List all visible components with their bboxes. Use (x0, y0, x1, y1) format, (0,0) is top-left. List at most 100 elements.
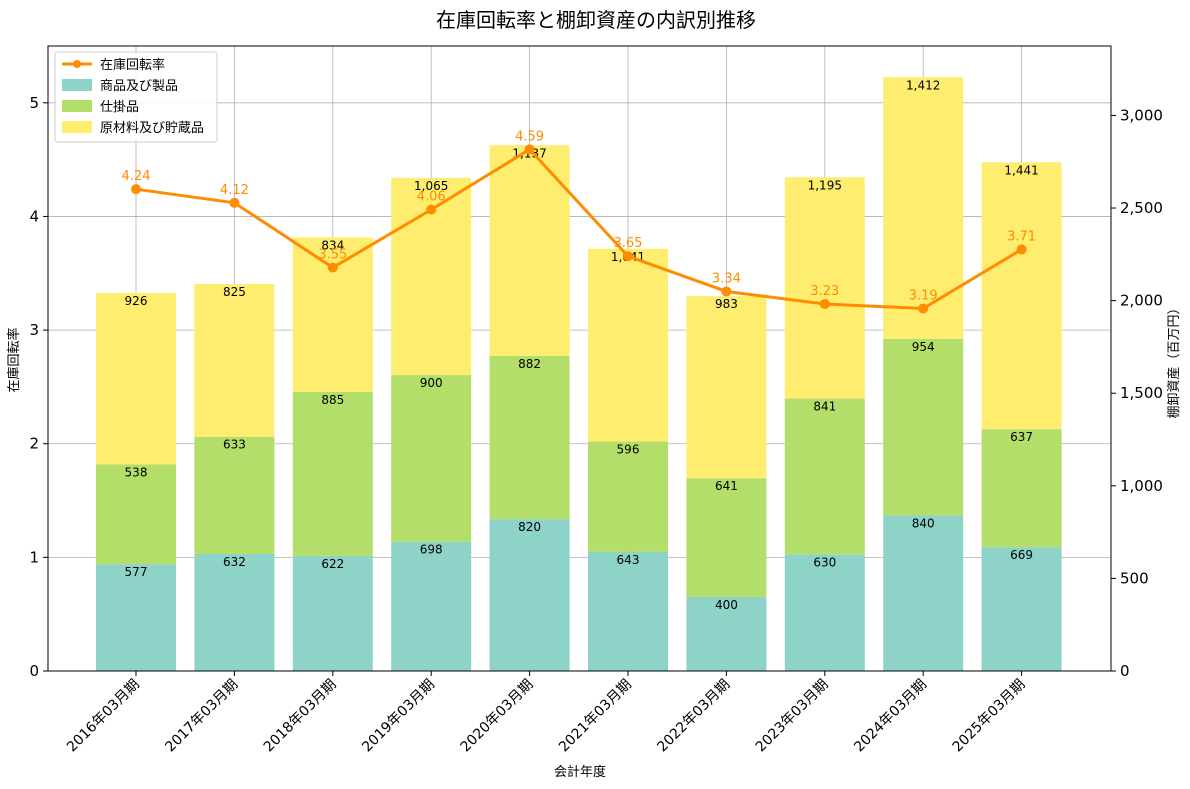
bar-segment (292, 391, 373, 556)
legend-swatch (62, 121, 92, 133)
turnover-value-label: 3.19 (909, 289, 938, 304)
y-right-tick-label: 2,000 (1120, 292, 1163, 310)
bar-labels: 577 538 926 632 633 825 622 885 834 698 900 1,065 82… (125, 78, 1039, 612)
legend-swatch (62, 79, 92, 91)
bar-segment (784, 177, 865, 399)
bar-value-label: 622 (321, 557, 344, 571)
x-tick-label: 2018年03月期 (261, 677, 340, 756)
turnover-point (327, 262, 338, 273)
x-tick-label: 2024年03月期 (851, 677, 930, 756)
y-axis-right-label: 棚卸資産（百万円） (1166, 301, 1182, 418)
turnover-point (131, 184, 141, 195)
turnover-value-label: 3.23 (810, 284, 839, 299)
bar-value-label: 825 (223, 285, 246, 299)
bar-value-label: 841 (813, 400, 836, 414)
turnover-value-label: 3.71 (1007, 229, 1036, 244)
bar-value-label: 630 (813, 555, 836, 569)
x-tick-label: 2023年03月期 (753, 677, 832, 756)
turnover-line-path (135, 147, 1023, 310)
x-tick-label: 2017年03月期 (162, 677, 241, 756)
bar-segment (784, 554, 865, 671)
bar-segment (489, 145, 570, 356)
y-left-tick-label: 3 (29, 321, 39, 339)
bar-value-label: 954 (912, 340, 935, 354)
bar-segment (588, 441, 668, 552)
legend-label: 仕掛品 (100, 100, 139, 115)
bar-segment (686, 478, 767, 597)
legend-line-marker (73, 60, 81, 68)
turnover-value-label: 4.24 (122, 169, 151, 184)
plot-frame (47, 45, 1112, 672)
y-right-tick-label: 500 (1120, 569, 1149, 587)
x-tick-label: 2016年03月期 (64, 677, 143, 756)
bar-value-label: 882 (518, 357, 541, 371)
bar-value-label: 641 (715, 479, 738, 493)
bar-segment (96, 564, 176, 671)
bar-segment (981, 162, 1062, 430)
bar-segment (588, 248, 668, 442)
turnover-point (1016, 244, 1027, 255)
turnover-value-label: 4.06 (417, 190, 446, 205)
y-left-tick-label: 5 (29, 94, 39, 112)
bar-segment (194, 436, 275, 554)
bar-segment (292, 555, 373, 671)
turnover-point (918, 303, 929, 314)
bar-segment (686, 596, 767, 671)
x-tick-label: 2022年03月期 (654, 677, 733, 756)
turnover-point (229, 197, 240, 208)
y-right-tick-label: 3,000 (1120, 106, 1163, 124)
chart-title: 在庫回転率と棚卸資産の内訳別推移 (436, 8, 756, 32)
bar-value-label: 698 (420, 543, 443, 557)
bar-segment (391, 375, 472, 542)
bar-segment (588, 551, 668, 671)
legend-box (54, 51, 218, 143)
bar-value-label: 637 (1010, 430, 1033, 444)
y-left-tick-label: 1 (29, 548, 39, 566)
x-tick-label: 2019年03月期 (359, 677, 438, 756)
bar-segment (686, 296, 767, 479)
bar-segment (489, 355, 570, 520)
bar-segment (883, 515, 964, 671)
y-right-tick-label: 2,500 (1120, 199, 1163, 217)
bar-value-label: 900 (420, 376, 443, 390)
bar-value-label: 1,412 (906, 78, 940, 92)
bar-value-label: 400 (715, 598, 738, 612)
turnover-point (721, 286, 732, 297)
y-right-tick-label: 1,500 (1120, 384, 1163, 402)
bar-value-label: 1,441 (1004, 163, 1038, 177)
legend-label: 在庫回転率 (100, 57, 165, 73)
bar-segment (194, 553, 275, 671)
turnover-value-label: 3.55 (318, 248, 347, 263)
y-axis-left-label: 在庫回転率 (6, 327, 22, 392)
y-left-tick-label: 0 (29, 662, 39, 680)
y-right-tick-label: 0 (1120, 662, 1130, 680)
turnover-point (426, 204, 437, 215)
bars (96, 77, 1062, 671)
bar-value-label: 669 (1010, 548, 1033, 562)
bar-value-label: 643 (617, 553, 640, 567)
legend-swatch (62, 100, 92, 112)
y-left-tick-label: 4 (29, 207, 39, 225)
bar-segment (883, 338, 964, 516)
bar-segment (784, 398, 865, 555)
bar-segment (96, 293, 176, 465)
turnover-line: 4.24 4.12 3.55 4.06 4.59 3.65 3.34 3.23 3.19 3.71 (122, 129, 1036, 314)
legend-label: 原材料及び貯蔵品 (100, 121, 204, 136)
bar-segment (981, 547, 1062, 671)
bar-segment (194, 283, 275, 437)
bar-value-label: 834 (321, 238, 344, 252)
turnover-point (819, 298, 830, 309)
bar-segment (96, 464, 176, 565)
bar-value-label: 820 (518, 520, 541, 534)
x-tick-label: 2020年03月期 (458, 677, 537, 756)
y-right-tick-label: 1,000 (1120, 477, 1163, 495)
bar-segment (391, 541, 472, 671)
bar-value-label: 577 (125, 565, 148, 579)
x-tick-label: 2021年03月期 (556, 677, 635, 756)
bar-value-label: 632 (223, 555, 246, 569)
bar-segment (883, 77, 964, 339)
bar-value-label: 1,065 (414, 179, 448, 193)
bar-value-label: 885 (321, 393, 344, 407)
